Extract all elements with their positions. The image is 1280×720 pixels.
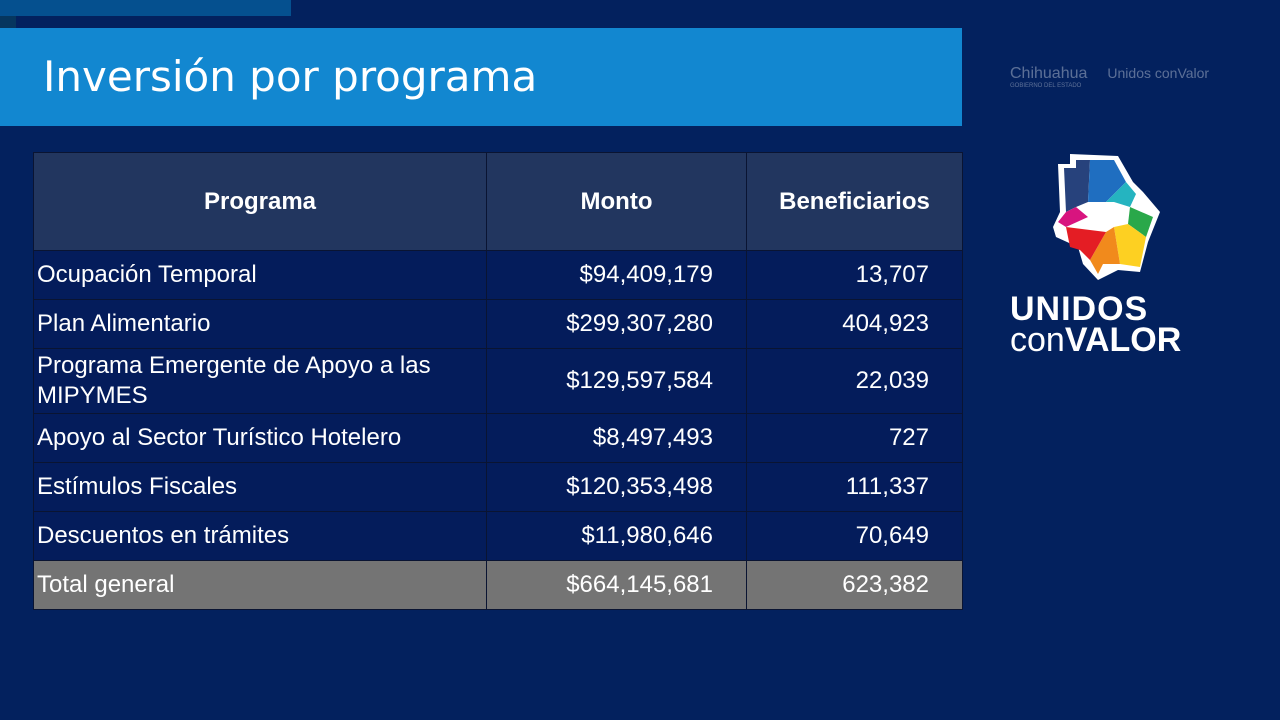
header-beneficiarios: Beneficiarios: [746, 152, 963, 251]
investment-table: Programa Monto Beneficiarios Ocupación T…: [33, 152, 963, 610]
table-row: Estímulos Fiscales $120,353,498 111,337: [33, 462, 963, 512]
total-row: Total general $664,145,681 623,382: [33, 560, 963, 610]
table-header-row: Programa Monto Beneficiarios: [33, 152, 963, 251]
total-monto: $664,145,681: [486, 560, 747, 610]
top-accent-bar: [0, 0, 291, 16]
cell-programa: Descuentos en trámites: [33, 511, 487, 561]
page-title: Inversión por programa: [43, 52, 538, 101]
table-row: Apoyo al Sector Turístico Hotelero $8,497…: [33, 413, 963, 463]
total-label: Total general: [33, 560, 487, 610]
cell-beneficiarios: 727: [746, 413, 963, 463]
table-row: Descuentos en trámites $11,980,646 70,649: [33, 511, 963, 561]
cell-monto: $8,497,493: [486, 413, 747, 463]
cell-monto: $299,307,280: [486, 299, 747, 349]
cell-monto: $120,353,498: [486, 462, 747, 512]
chihuahua-logo: Chihuahua GOBIERNO DEL ESTADO: [1010, 65, 1088, 89]
unidos-small-logo: Unidos conValor: [1107, 65, 1210, 81]
cell-monto: $11,980,646: [486, 511, 747, 561]
header-logos: Chihuahua GOBIERNO DEL ESTADO Unidos conV…: [1010, 65, 1209, 89]
total-beneficiarios: 623,382: [746, 560, 963, 610]
table-row: Ocupación Temporal $94,409,179 13,707: [33, 250, 963, 300]
cell-programa: Plan Alimentario: [33, 299, 487, 349]
cell-beneficiarios: 13,707: [746, 250, 963, 300]
top-accent-square: [0, 16, 16, 28]
cell-programa: Apoyo al Sector Turístico Hotelero: [33, 413, 487, 463]
header-programa: Programa: [33, 152, 487, 251]
cell-programa: Ocupación Temporal: [33, 250, 487, 300]
cell-beneficiarios: 404,923: [746, 299, 963, 349]
cell-beneficiarios: 22,039: [746, 348, 963, 414]
table-row: Programa Emergente de Apoyo a las MIPYME…: [33, 348, 963, 414]
cell-programa: Programa Emergente de Apoyo a las MIPYME…: [33, 348, 487, 414]
title-bar: [0, 28, 962, 126]
unidos-con-valor-logo: UNIDOS conVALOR: [1010, 290, 1182, 359]
header-monto: Monto: [486, 152, 747, 251]
cell-programa: Estímulos Fiscales: [33, 462, 487, 512]
chihuahua-map-logo-icon: [1053, 154, 1160, 280]
cell-beneficiarios: 70,649: [746, 511, 963, 561]
cell-monto: $129,597,584: [486, 348, 747, 414]
cell-beneficiarios: 111,337: [746, 462, 963, 512]
table-row: Plan Alimentario $299,307,280 404,923: [33, 299, 963, 349]
cell-monto: $94,409,179: [486, 250, 747, 300]
